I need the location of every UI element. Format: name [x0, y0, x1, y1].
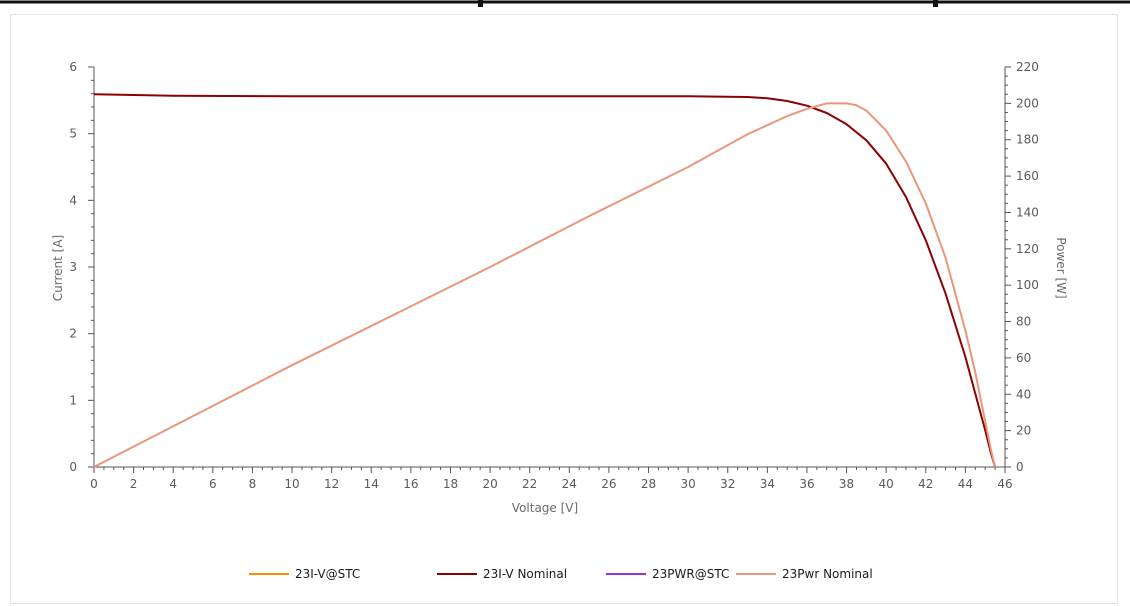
- x-tick-label: 34: [760, 477, 775, 491]
- x-tick-label: 46: [997, 477, 1012, 491]
- series-line-1: [93, 93, 997, 468]
- x-tick-label: 30: [680, 477, 695, 491]
- x-tick-label: 12: [324, 477, 339, 491]
- y-tick-label: 1: [69, 393, 77, 407]
- y2-tick-label: 200: [1016, 96, 1039, 110]
- legend-label: 23Pwr Nominal: [782, 567, 873, 581]
- x-tick-label: 6: [209, 477, 217, 491]
- y2-tick-label: 180: [1016, 133, 1039, 147]
- x-tick-label: 36: [799, 477, 814, 491]
- y2-tick-label: 140: [1016, 205, 1039, 219]
- y2-tick-label: 160: [1016, 169, 1039, 183]
- x-tick-label: 32: [720, 477, 735, 491]
- chart-labels: Voltage [V] Current [A] Power [W]: [51, 235, 1068, 515]
- y-tick-label: 5: [69, 127, 77, 141]
- y-axis-title: Current [A]: [51, 235, 65, 301]
- y2-tick-label: 100: [1016, 278, 1039, 292]
- x-tick-label: 2: [130, 477, 138, 491]
- chart-panel: [10, 14, 1118, 604]
- legend-label: 23PWR@STC: [652, 567, 729, 581]
- x-tick-label: 8: [249, 477, 257, 491]
- y-tick-label: 4: [69, 193, 77, 207]
- y2-tick-label: 220: [1016, 60, 1039, 74]
- y-tick-label: 2: [69, 327, 77, 341]
- legend-label: 23I-V Nominal: [483, 567, 567, 581]
- chart-axes: 0 2 4 6 8 10 12 14 16 18 20 22 24 26 28 30 32 34 36 38 40 42 4…: [69, 60, 1039, 491]
- x-tick-label: 40: [879, 477, 894, 491]
- y-tick-label: 3: [69, 260, 77, 274]
- x-axis-title: Voltage [V]: [512, 501, 578, 515]
- x-tick-label: 38: [839, 477, 854, 491]
- y2-tick-label: 0: [1016, 460, 1024, 474]
- x-tick-label: 42: [918, 477, 933, 491]
- x-tick-label: 4: [169, 477, 177, 491]
- y-tick-label: 6: [69, 60, 77, 74]
- chart-legend: 23I-V@STC 23I-V Nominal 23PWR@STC 23Pwr Nom…: [249, 567, 873, 581]
- x-tick-label: 10: [284, 477, 299, 491]
- x-tick-label: 26: [601, 477, 616, 491]
- y2-tick-label: 60: [1016, 351, 1031, 365]
- y2-tick-label: 40: [1016, 387, 1031, 401]
- chart-series-layer: [93, 93, 997, 468]
- y2-tick-label: 120: [1016, 242, 1039, 256]
- x-tick-label: 44: [958, 477, 973, 491]
- series-line-3: [93, 102, 997, 468]
- x-tick-label: 0: [90, 477, 98, 491]
- x-tick-label: 20: [482, 477, 497, 491]
- legend-label: 23I-V@STC: [295, 567, 360, 581]
- x-tick-label: 28: [641, 477, 656, 491]
- x-tick-label: 22: [522, 477, 537, 491]
- x-tick-label: 24: [562, 477, 577, 491]
- y-tick-label: 0: [69, 460, 77, 474]
- x-tick-label: 14: [364, 477, 379, 491]
- y2-tick-label: 20: [1016, 424, 1031, 438]
- x-tick-label: 18: [443, 477, 458, 491]
- x-tick-label: 16: [403, 477, 418, 491]
- window-top-border: [0, 0, 1130, 7]
- y2-tick-label: 80: [1016, 315, 1031, 329]
- y2-axis-title: Power [W]: [1054, 237, 1068, 298]
